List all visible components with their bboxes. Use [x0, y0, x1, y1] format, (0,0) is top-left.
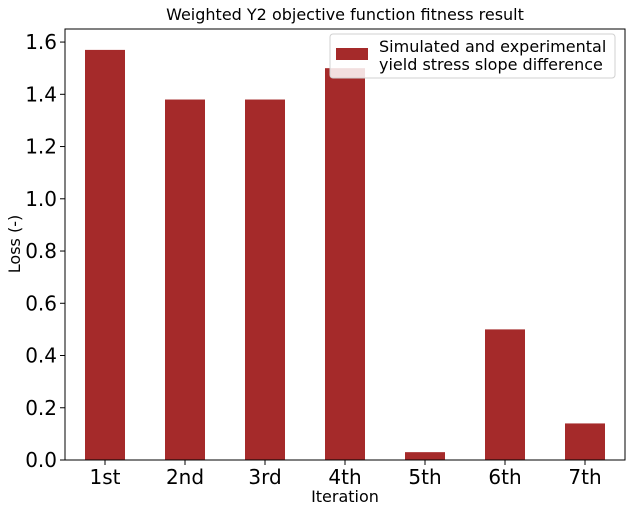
- x-tick-label: 2nd: [166, 465, 204, 489]
- x-axis-label: Iteration: [311, 487, 379, 506]
- chart-title: Weighted Y2 objective function fitness r…: [166, 5, 524, 24]
- y-tick-label: 0.4: [25, 344, 57, 368]
- bar-5th: [405, 452, 445, 460]
- y-tick-label: 1.0: [25, 187, 57, 211]
- y-tick-label: 0.8: [25, 239, 57, 263]
- y-tick-label: 1.6: [25, 30, 57, 54]
- y-axis-label: Loss (-): [5, 215, 24, 273]
- legend-swatch: [336, 48, 368, 60]
- bar-2nd: [165, 99, 205, 460]
- axes-frame: [64, 28, 626, 461]
- legend: Simulated and experimental yield stress s…: [329, 33, 616, 79]
- bar-7th: [565, 423, 605, 460]
- y-tick-label: 0.0: [25, 448, 57, 472]
- x-tick-label: 6th: [488, 465, 521, 489]
- y-tick-label: 1.2: [25, 135, 57, 159]
- bar-1st: [85, 49, 125, 460]
- y-tick-label: 0.6: [25, 291, 57, 315]
- x-tick-label: 3rd: [248, 465, 281, 489]
- x-tick-label: 7th: [568, 465, 601, 489]
- bar-3rd: [245, 99, 285, 460]
- legend-box: [329, 33, 616, 79]
- x-tick-label: 1st: [90, 465, 121, 489]
- bar-4th: [325, 68, 365, 460]
- bar-6th: [485, 329, 525, 460]
- plot-area: 1st 2nd 3rd 4th 5th 6th 7th 0.0 0.2 0.4 0.6 0.8 1.0 1…: [25, 28, 626, 489]
- legend-label: Simulated and experimental yield stress s…: [379, 37, 606, 74]
- y-tick-label: 0.2: [25, 396, 57, 420]
- x-tick-label: 4th: [328, 465, 361, 489]
- x-tick-label: 5th: [408, 465, 441, 489]
- y-tick-label: 1.4: [25, 82, 57, 106]
